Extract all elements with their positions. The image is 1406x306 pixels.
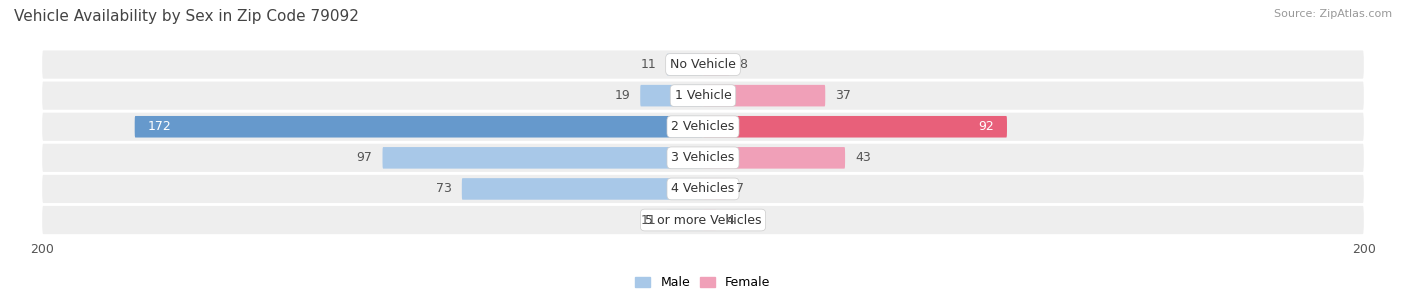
- FancyBboxPatch shape: [703, 116, 1007, 137]
- FancyBboxPatch shape: [703, 209, 716, 231]
- Text: 92: 92: [979, 120, 994, 133]
- Text: 73: 73: [436, 182, 451, 196]
- FancyBboxPatch shape: [42, 50, 1364, 79]
- Text: 4: 4: [725, 214, 734, 226]
- FancyBboxPatch shape: [461, 178, 703, 200]
- Text: No Vehicle: No Vehicle: [671, 58, 735, 71]
- FancyBboxPatch shape: [666, 54, 703, 75]
- Text: 1 Vehicle: 1 Vehicle: [675, 89, 731, 102]
- FancyBboxPatch shape: [382, 147, 703, 169]
- Text: 37: 37: [835, 89, 851, 102]
- FancyBboxPatch shape: [703, 178, 725, 200]
- FancyBboxPatch shape: [703, 85, 825, 106]
- Text: Vehicle Availability by Sex in Zip Code 79092: Vehicle Availability by Sex in Zip Code …: [14, 9, 359, 24]
- Text: 7: 7: [737, 182, 744, 196]
- Text: 11: 11: [641, 214, 657, 226]
- FancyBboxPatch shape: [42, 175, 1364, 203]
- Text: 5 or more Vehicles: 5 or more Vehicles: [645, 214, 761, 226]
- Text: 8: 8: [740, 58, 748, 71]
- FancyBboxPatch shape: [42, 206, 1364, 234]
- Text: 2 Vehicles: 2 Vehicles: [672, 120, 734, 133]
- FancyBboxPatch shape: [703, 54, 730, 75]
- Text: 3 Vehicles: 3 Vehicles: [672, 151, 734, 164]
- Text: 4 Vehicles: 4 Vehicles: [672, 182, 734, 196]
- FancyBboxPatch shape: [42, 82, 1364, 110]
- FancyBboxPatch shape: [703, 147, 845, 169]
- FancyBboxPatch shape: [135, 116, 703, 137]
- FancyBboxPatch shape: [42, 144, 1364, 172]
- Text: 172: 172: [148, 120, 172, 133]
- Text: 19: 19: [614, 89, 630, 102]
- FancyBboxPatch shape: [666, 209, 703, 231]
- Text: Source: ZipAtlas.com: Source: ZipAtlas.com: [1274, 9, 1392, 19]
- FancyBboxPatch shape: [640, 85, 703, 106]
- Text: 97: 97: [357, 151, 373, 164]
- Text: 11: 11: [641, 58, 657, 71]
- Text: 43: 43: [855, 151, 870, 164]
- FancyBboxPatch shape: [42, 113, 1364, 141]
- Legend: Male, Female: Male, Female: [630, 271, 776, 294]
